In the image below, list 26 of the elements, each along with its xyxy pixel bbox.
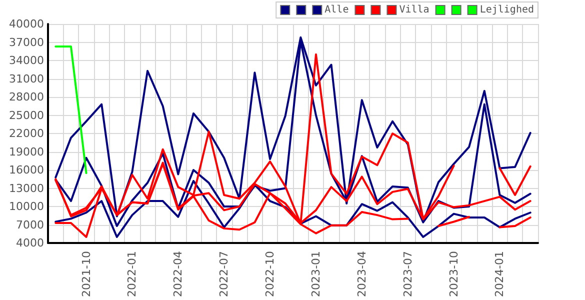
x-tick-label: 2022-01	[126, 251, 139, 298]
y-tick-label: 19000	[9, 145, 44, 158]
y-tick-label: 40000	[9, 18, 44, 30]
y-tick-label: 16000	[9, 164, 44, 177]
y-tick-label: 22000	[9, 127, 44, 140]
legend-label: Lejlighed	[480, 4, 534, 16]
x-tick-label: 2022-10	[264, 251, 277, 298]
x-tick-label: 2022-04	[172, 251, 185, 298]
y-tick-label: 25000	[9, 108, 44, 122]
y-tick-label: 7000	[16, 218, 44, 232]
x-tick-label: 2023-07	[401, 251, 414, 298]
legend-label: Alle	[324, 4, 349, 16]
y-tick-label: 10000	[9, 200, 44, 214]
x-tick-label: 2022-07	[218, 251, 231, 298]
y-tick-label: 37000	[9, 36, 44, 49]
x-tick-label: 2023-10	[447, 251, 460, 298]
x-tick-label: 2023-04	[355, 251, 368, 298]
y-tick-label: 34000	[9, 54, 44, 68]
y-tick-label: 31000	[9, 72, 44, 86]
x-tick-label: 2021-10	[80, 251, 93, 298]
x-tick-label: 2024-01	[493, 251, 506, 298]
legend-label: Villa	[399, 4, 430, 16]
y-tick-label: 13000	[9, 182, 44, 195]
y-tick-label: 4000	[16, 236, 44, 250]
x-tick-label: 2023-01	[309, 251, 322, 298]
y-tick-label: 28000	[9, 90, 44, 104]
